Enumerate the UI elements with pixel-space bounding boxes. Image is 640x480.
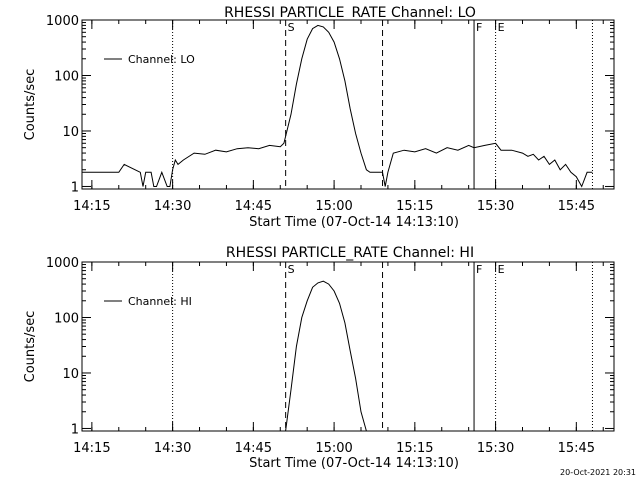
- x-axis-label: Start Time (07-Oct-14 14:13:10): [249, 456, 459, 471]
- x-tick-label: 15:30: [477, 441, 514, 456]
- x-tick-label: 14:45: [235, 441, 272, 456]
- x-axis-label: Start Time (07-Oct-14 14:13:10): [249, 215, 459, 230]
- y-axis-label: Counts/sec: [23, 69, 38, 141]
- x-tick-label: 15:15: [396, 199, 433, 214]
- event-marker-label: E: [498, 21, 505, 34]
- plot-frame: [81, 261, 615, 432]
- x-tick-label: 14:15: [73, 199, 110, 214]
- x-tick-label: 15:00: [315, 199, 352, 214]
- lo-channel-panel: RHESSI PARTICLE_RATE Channel: LO 1 10 100 10…: [23, 5, 615, 230]
- y-tick-label: 1: [71, 422, 79, 437]
- y-tick-label: 1: [71, 180, 79, 195]
- legend-entry: Channel: HI: [128, 295, 192, 308]
- y-tick-label: 10: [62, 125, 79, 140]
- chart-title: RHESSI PARTICLE_RATE Channel: HI: [226, 245, 474, 261]
- y-tick-label: 100: [54, 69, 79, 84]
- event-marker-label: E: [498, 263, 505, 276]
- event-marker-label: F: [476, 263, 482, 276]
- x-tick-label: 14:15: [73, 441, 110, 456]
- event-marker-label: S: [288, 21, 295, 34]
- x-tick-label: 15:00: [315, 441, 352, 456]
- x-tick-label: 15:45: [558, 199, 595, 214]
- series-line: [82, 24, 593, 188]
- event-marker-label: F: [476, 21, 482, 34]
- series-line: [285, 280, 367, 431]
- y-tick-label: 1000: [46, 256, 79, 271]
- x-tick-label: 14:45: [235, 199, 272, 214]
- plot-frame: [81, 19, 615, 190]
- hi-channel-panel: RHESSI PARTICLE_RATE Channel: HI 1 10 100 10…: [23, 245, 615, 471]
- x-tick-label: 14:30: [154, 441, 191, 456]
- y-axis-label: Counts/sec: [23, 311, 38, 383]
- footer-timestamp: 20-Oct-2021 20:31: [560, 468, 636, 477]
- x-tick-label: 15:15: [396, 441, 433, 456]
- x-tick-label: 15:30: [477, 199, 514, 214]
- y-tick-label: 1000: [46, 14, 79, 29]
- x-tick-label: 15:45: [558, 441, 595, 456]
- y-tick-label: 10: [62, 367, 79, 382]
- event-marker-label: S: [288, 263, 295, 276]
- chart-title: RHESSI PARTICLE_RATE Channel: LO: [224, 5, 476, 21]
- y-tick-label: 100: [54, 311, 79, 326]
- x-tick-label: 14:30: [154, 199, 191, 214]
- legend-entry: Channel: LO: [128, 53, 195, 66]
